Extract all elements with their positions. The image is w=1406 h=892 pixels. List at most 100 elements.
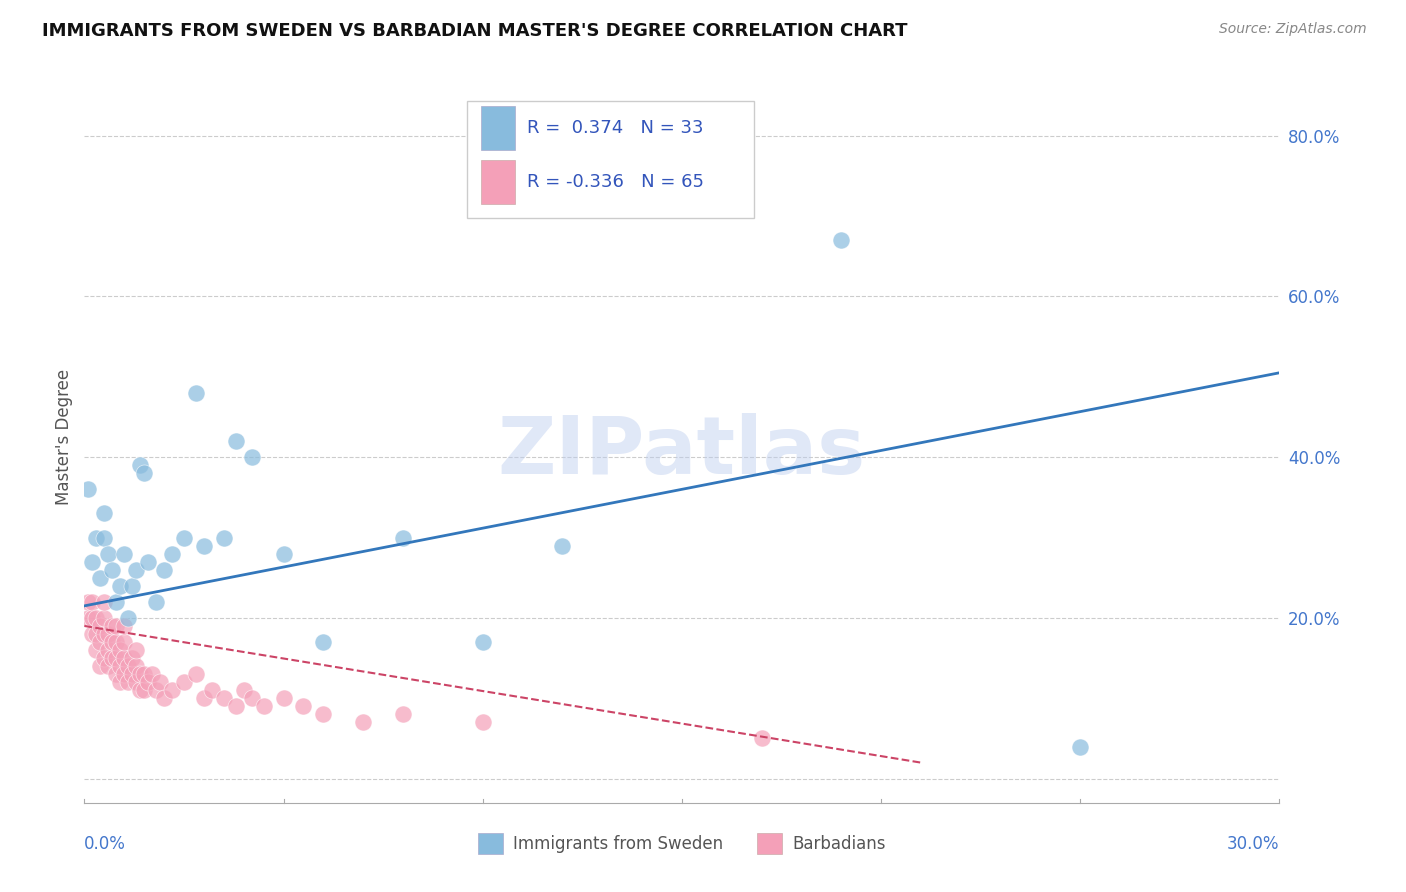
Point	[97, 627, 120, 641]
Point	[121, 667, 143, 681]
Point	[149, 675, 172, 690]
FancyBboxPatch shape	[481, 106, 515, 150]
Point	[173, 675, 195, 690]
Point	[225, 699, 247, 714]
Point	[117, 675, 139, 690]
Point	[86, 611, 108, 625]
Text: Source: ZipAtlas.com: Source: ZipAtlas.com	[1219, 22, 1367, 37]
Point	[129, 458, 152, 473]
Point	[77, 483, 100, 497]
Point	[129, 683, 152, 698]
Point	[232, 683, 254, 698]
Point	[145, 683, 167, 698]
Point	[82, 611, 104, 625]
Point	[392, 531, 415, 545]
Point	[136, 555, 159, 569]
Point	[117, 659, 139, 673]
Point	[97, 547, 120, 561]
Point	[201, 683, 224, 698]
Point	[101, 651, 124, 665]
Point	[129, 667, 152, 681]
Point	[82, 555, 104, 569]
Point	[125, 659, 148, 673]
Point	[93, 507, 115, 521]
Point	[105, 619, 128, 633]
Point	[273, 547, 295, 561]
Point	[141, 667, 163, 681]
Point	[292, 699, 315, 714]
Point	[86, 531, 108, 545]
Point	[240, 691, 263, 706]
Point	[93, 611, 115, 625]
Text: ZIPatlas: ZIPatlas	[498, 413, 866, 491]
Point	[93, 627, 115, 641]
Point	[112, 651, 135, 665]
Point	[471, 715, 494, 730]
Text: 0.0%: 0.0%	[84, 835, 127, 853]
Text: IMMIGRANTS FROM SWEDEN VS BARBADIAN MASTER'S DEGREE CORRELATION CHART: IMMIGRANTS FROM SWEDEN VS BARBADIAN MAST…	[42, 22, 908, 40]
Point	[1069, 739, 1091, 754]
Point	[392, 707, 415, 722]
Point	[132, 683, 156, 698]
Point	[110, 659, 132, 673]
Point	[193, 691, 215, 706]
Point	[153, 691, 176, 706]
Point	[121, 651, 143, 665]
Text: 30.0%: 30.0%	[1227, 835, 1279, 853]
Text: R =  0.374   N = 33: R = 0.374 N = 33	[527, 119, 703, 136]
Point	[112, 667, 135, 681]
Point	[86, 627, 108, 641]
Point	[101, 635, 124, 649]
Point	[273, 691, 295, 706]
Point	[89, 571, 111, 585]
Point	[77, 595, 100, 609]
Point	[125, 675, 148, 690]
Point	[89, 659, 111, 673]
Point	[132, 667, 156, 681]
Point	[77, 611, 100, 625]
Point	[253, 699, 276, 714]
Point	[193, 539, 215, 553]
Point	[112, 547, 135, 561]
Point	[212, 691, 235, 706]
Point	[160, 683, 183, 698]
Point	[184, 385, 207, 400]
Point	[101, 619, 124, 633]
Point	[312, 707, 335, 722]
Point	[86, 643, 108, 657]
Point	[136, 675, 159, 690]
Point	[82, 627, 104, 641]
Point	[82, 595, 104, 609]
Point	[110, 675, 132, 690]
Point	[352, 715, 374, 730]
Point	[93, 595, 115, 609]
Point	[93, 651, 115, 665]
Point	[173, 531, 195, 545]
FancyBboxPatch shape	[481, 160, 515, 203]
Point	[93, 531, 115, 545]
Point	[121, 579, 143, 593]
Point	[160, 547, 183, 561]
Text: R = -0.336   N = 65: R = -0.336 N = 65	[527, 173, 703, 191]
FancyBboxPatch shape	[467, 101, 754, 218]
Point	[240, 450, 263, 465]
Point	[212, 531, 235, 545]
Point	[132, 467, 156, 481]
Point	[312, 635, 335, 649]
Point	[125, 563, 148, 577]
Point	[105, 651, 128, 665]
Point	[153, 563, 176, 577]
Point	[105, 667, 128, 681]
Point	[112, 635, 135, 649]
Point	[751, 731, 773, 746]
Point	[110, 643, 132, 657]
Point	[89, 619, 111, 633]
Point	[551, 539, 574, 553]
Point	[225, 434, 247, 449]
Point	[97, 643, 120, 657]
Point	[830, 233, 852, 247]
Point	[105, 595, 128, 609]
Point	[101, 563, 124, 577]
Point	[125, 643, 148, 657]
Y-axis label: Master's Degree: Master's Degree	[55, 369, 73, 505]
